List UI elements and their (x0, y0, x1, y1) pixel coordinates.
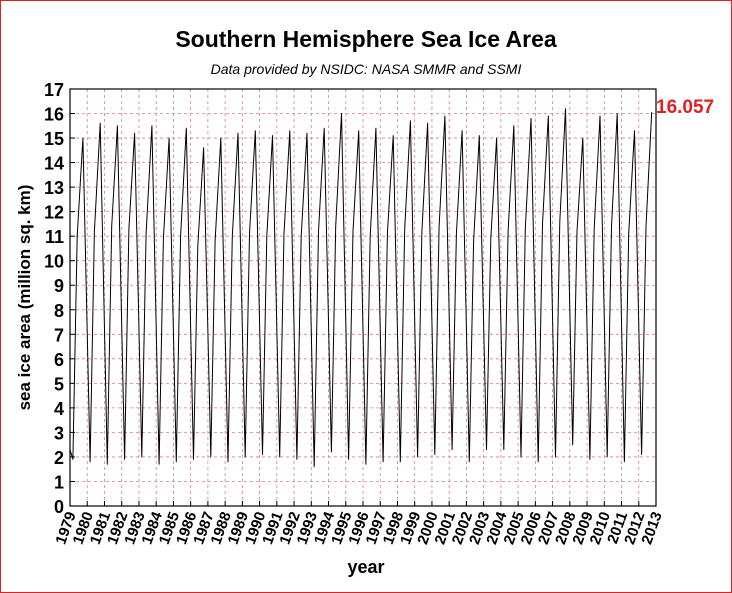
y-tick-label: 14 (44, 154, 64, 174)
x-axis: 1979198019811982198319841985198619871988… (52, 501, 666, 547)
x-axis-label: year (347, 557, 384, 577)
y-tick-label: 2 (54, 448, 64, 468)
y-tick-label: 12 (44, 203, 64, 223)
y-tick-label: 8 (54, 301, 64, 321)
y-tick-label: 3 (54, 423, 64, 443)
y-tick-label: 15 (44, 129, 64, 149)
y-tick-label: 1 (54, 472, 64, 492)
y-tick-label: 7 (54, 325, 64, 345)
chart-subtitle: Data provided by NSIDC: NASA SMMR and SS… (210, 61, 522, 77)
y-tick-label: 0 (54, 497, 64, 517)
sea-ice-area-line (69, 108, 653, 468)
y-tick-label: 10 (44, 252, 64, 272)
grid-lines (70, 89, 656, 506)
y-tick-label: 5 (54, 374, 64, 394)
y-tick-label: 4 (54, 399, 64, 419)
y-tick-label: 17 (44, 80, 64, 100)
y-tick-label: 16 (44, 105, 64, 125)
series-group (69, 108, 653, 468)
y-tick-label: 9 (54, 276, 64, 296)
latest-value-label: 16.057 (656, 97, 714, 118)
y-tick-label: 13 (44, 178, 64, 198)
y-tick-label: 11 (45, 227, 64, 247)
y-tick-label: 6 (54, 350, 64, 370)
chart-title: Southern Hemisphere Sea Ice Area (175, 26, 557, 52)
y-axis-label: sea ice area (million sq. km) (15, 185, 34, 411)
